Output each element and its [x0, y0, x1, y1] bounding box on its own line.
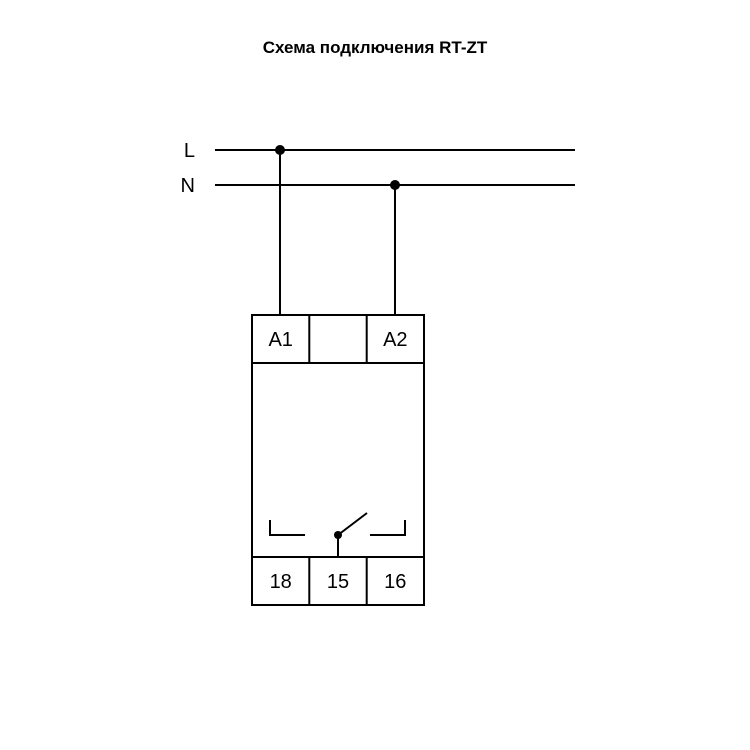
device-outline — [252, 315, 424, 605]
contact-nc-bracket — [270, 520, 305, 535]
terminal-15: 15 — [327, 571, 349, 593]
contact-no-bracket — [370, 520, 405, 535]
terminal-18: 18 — [270, 571, 292, 593]
terminal-A2: A2 — [383, 329, 407, 351]
label-N: N — [181, 175, 195, 197]
terminal-16: 16 — [384, 571, 406, 593]
wiring-diagram: L N A1 A2 18 15 16 — [0, 0, 750, 750]
label-L: L — [184, 140, 195, 162]
contact-arm — [338, 513, 367, 535]
diagram-title: Схема подключения RT-ZT — [0, 38, 750, 58]
terminal-A1: A1 — [268, 329, 292, 351]
